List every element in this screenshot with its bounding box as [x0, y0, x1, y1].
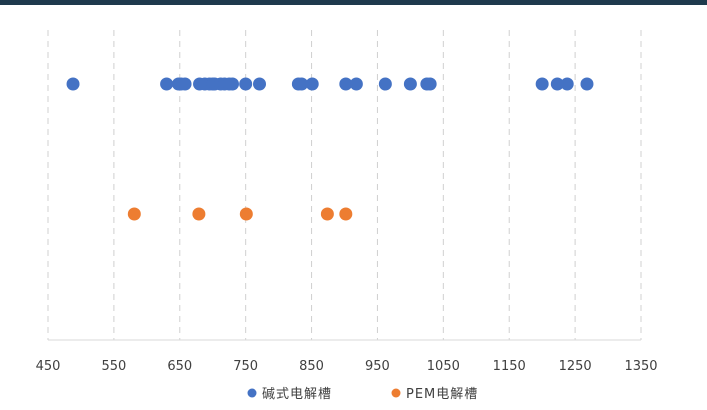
point-s0-25: [535, 77, 549, 91]
point-s0-24: [423, 77, 437, 91]
point-s0-13: [225, 77, 239, 91]
legend: 碱式电解槽 PEM电解槽: [247, 387, 478, 402]
point-s0-21: [378, 77, 392, 91]
point-s0-26: [550, 77, 564, 91]
x-tick-label-650: 650: [167, 359, 192, 374]
x-tick-label-450: 450: [36, 359, 61, 374]
point-s0-18: [305, 77, 319, 91]
x-tick-label-850: 850: [299, 359, 324, 374]
point-s1-1: [192, 207, 206, 221]
point-s1-4: [339, 207, 353, 221]
data-points: [66, 77, 594, 221]
point-s0-27: [560, 77, 574, 91]
point-s0-15: [253, 77, 267, 91]
grid-lines: [47, 30, 642, 340]
legend-marker-0: [247, 388, 257, 398]
point-s1-3: [320, 207, 334, 221]
x-tick-label-1250: 1250: [559, 359, 592, 374]
x-tick-label-1150: 1150: [493, 359, 526, 374]
point-s0-0: [66, 77, 80, 91]
x-tick-label-750: 750: [233, 359, 258, 374]
x-tick-label-1350: 1350: [624, 359, 657, 374]
top-rule: [0, 0, 707, 5]
point-s0-19: [339, 77, 353, 91]
x-tick-label-550: 550: [101, 359, 126, 374]
point-s0-28: [580, 77, 594, 91]
x-tick-label-950: 950: [365, 359, 390, 374]
legend-marker-1: [391, 388, 401, 398]
legend-label-1: PEM电解槽: [406, 387, 478, 402]
point-s0-22: [403, 77, 417, 91]
point-s1-2: [239, 207, 253, 221]
legend-label-0: 碱式电解槽: [262, 387, 332, 402]
point-s0-4: [178, 77, 192, 91]
x-tick-label-1050: 1050: [427, 359, 460, 374]
point-s1-0: [127, 207, 141, 221]
x-tick-labels: 450 550 650 750 850 950 1050 1150 1250 1350: [36, 359, 658, 374]
point-s0-17: [295, 77, 309, 91]
point-s0-20: [349, 77, 363, 91]
point-s0-14: [239, 77, 253, 91]
point-s0-1: [160, 77, 174, 91]
